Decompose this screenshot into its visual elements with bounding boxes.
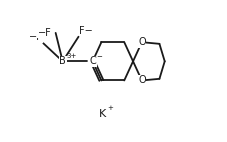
Text: +: + xyxy=(108,105,114,111)
Text: −F: −F xyxy=(37,28,51,38)
Text: −: − xyxy=(96,54,102,60)
Text: O: O xyxy=(138,75,146,85)
Text: C: C xyxy=(89,56,96,66)
Text: B: B xyxy=(59,56,66,66)
Text: 3+: 3+ xyxy=(67,53,77,59)
Text: O: O xyxy=(138,37,146,47)
Text: K: K xyxy=(99,109,106,119)
Text: F−: F− xyxy=(79,26,93,36)
Text: −F: −F xyxy=(29,32,42,42)
